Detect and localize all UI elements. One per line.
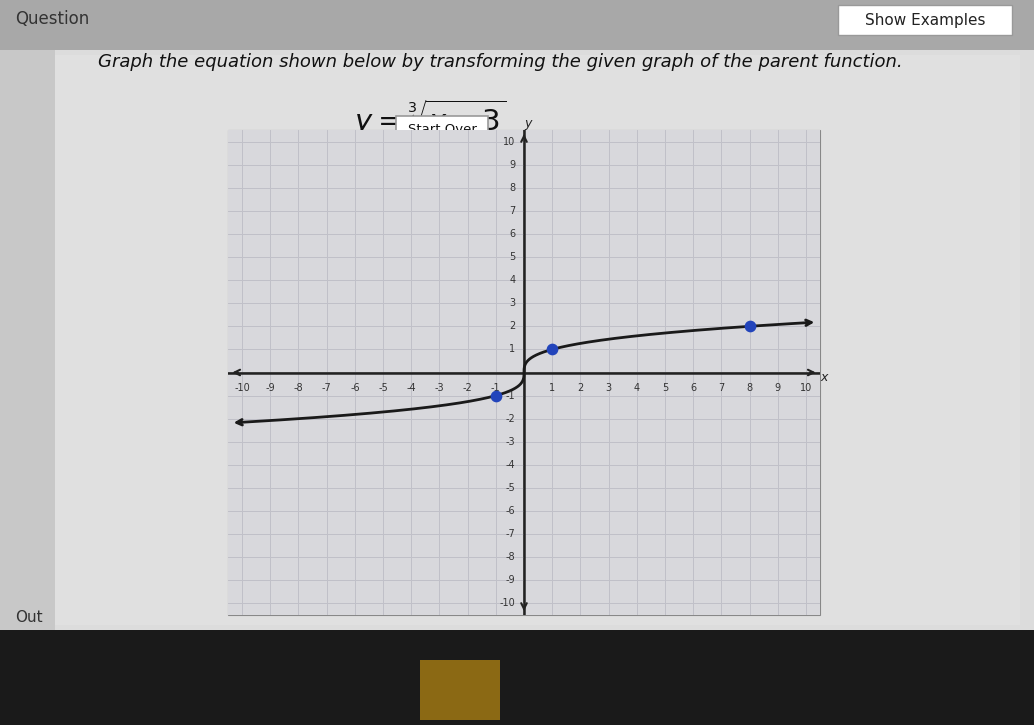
Point bbox=[544, 344, 560, 355]
Bar bbox=[0, 630, 1034, 725]
FancyBboxPatch shape bbox=[396, 116, 488, 142]
Text: -8: -8 bbox=[506, 552, 516, 563]
Text: 10: 10 bbox=[504, 136, 516, 146]
Text: 3: 3 bbox=[606, 383, 612, 393]
Text: 2: 2 bbox=[510, 321, 516, 331]
Text: -3: -3 bbox=[506, 436, 516, 447]
Text: Show Examples: Show Examples bbox=[864, 12, 985, 28]
Text: 4: 4 bbox=[510, 275, 516, 285]
Bar bbox=[420, 660, 500, 720]
Text: 8: 8 bbox=[510, 183, 516, 193]
Text: 5: 5 bbox=[510, 252, 516, 262]
Text: -10: -10 bbox=[235, 383, 250, 393]
FancyBboxPatch shape bbox=[838, 5, 1012, 35]
Point bbox=[741, 320, 758, 332]
Text: -4: -4 bbox=[406, 383, 416, 393]
Text: 2: 2 bbox=[577, 383, 583, 393]
Text: -1: -1 bbox=[491, 383, 500, 393]
Text: 9: 9 bbox=[774, 383, 781, 393]
Text: Question: Question bbox=[16, 10, 89, 28]
Point bbox=[488, 390, 505, 402]
Text: 1: 1 bbox=[549, 383, 555, 393]
Text: 4: 4 bbox=[634, 383, 640, 393]
Bar bbox=[0, 50, 55, 630]
Text: -6: -6 bbox=[351, 383, 360, 393]
Text: -4: -4 bbox=[506, 460, 516, 470]
Text: 8: 8 bbox=[747, 383, 753, 393]
Text: -5: -5 bbox=[506, 483, 516, 493]
Text: 6: 6 bbox=[510, 229, 516, 239]
Text: 5: 5 bbox=[662, 383, 668, 393]
Bar bbox=[10, 55, 1020, 625]
Text: -1: -1 bbox=[506, 391, 516, 401]
Text: -7: -7 bbox=[506, 529, 516, 539]
Bar bbox=[229, 130, 820, 615]
Text: $y = \sqrt[3]{x-3}$: $y = \sqrt[3]{x-3}$ bbox=[354, 97, 506, 138]
Text: -9: -9 bbox=[266, 383, 275, 393]
Text: 3: 3 bbox=[510, 298, 516, 308]
Text: -6: -6 bbox=[506, 506, 516, 516]
Text: -3: -3 bbox=[434, 383, 445, 393]
Bar bbox=[0, 50, 1034, 630]
Text: 7: 7 bbox=[719, 383, 725, 393]
Text: Graph the equation shown below by transforming the given graph of the parent fun: Graph the equation shown below by transf… bbox=[97, 53, 903, 71]
Text: 6: 6 bbox=[690, 383, 696, 393]
Text: Out: Out bbox=[16, 610, 42, 624]
Text: y: y bbox=[524, 117, 531, 130]
Text: -8: -8 bbox=[294, 383, 303, 393]
Text: -2: -2 bbox=[463, 383, 473, 393]
Text: x: x bbox=[820, 370, 827, 384]
Text: 10: 10 bbox=[799, 383, 812, 393]
Text: 7: 7 bbox=[510, 206, 516, 216]
Text: -7: -7 bbox=[322, 383, 332, 393]
Text: -10: -10 bbox=[499, 598, 516, 608]
Text: -2: -2 bbox=[506, 414, 516, 423]
Text: Start Over: Start Over bbox=[407, 123, 477, 136]
Text: -9: -9 bbox=[506, 576, 516, 585]
Text: -5: -5 bbox=[378, 383, 388, 393]
Text: 1: 1 bbox=[510, 344, 516, 355]
Text: 9: 9 bbox=[510, 160, 516, 170]
